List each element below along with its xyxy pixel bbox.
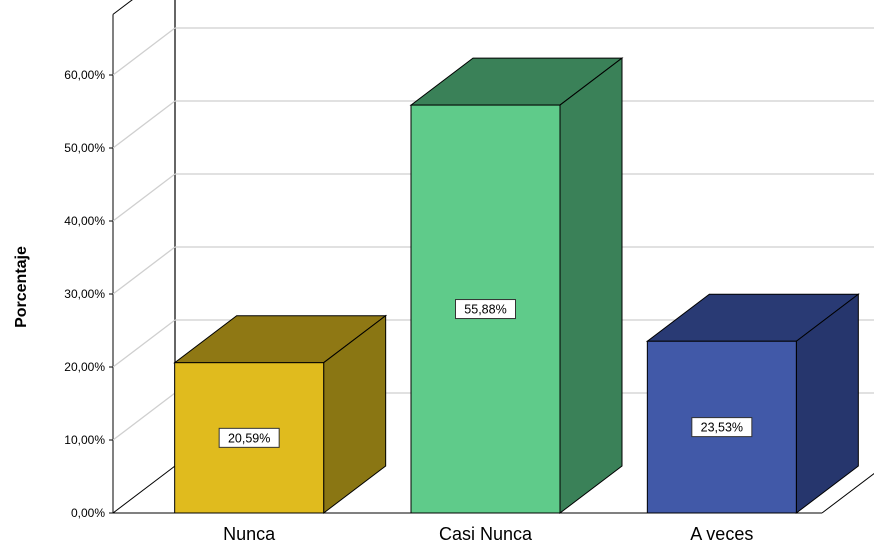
gridline-diagonal [112, 173, 176, 222]
data-label: 55,88% [464, 303, 506, 317]
gridline-diagonal [112, 319, 176, 368]
y-axis-ticks: 0,00% 10,00% 20,00% 30,00% 40,00% 50,00% 60,00… [64, 68, 113, 520]
gridline-diagonal [112, 392, 176, 441]
data-label-box [455, 299, 516, 320]
floor-left-edge [112, 465, 176, 514]
gridline-diagonal [112, 246, 176, 295]
y-tick-label: 40,00% [64, 214, 105, 228]
gridline-diagonal [112, 100, 176, 149]
y-tick-label: 20,00% [64, 360, 105, 374]
data-label-box [691, 417, 753, 438]
bar-side-face [559, 57, 623, 515]
y-tick-label: 50,00% [64, 141, 105, 155]
data-label-box [218, 427, 280, 448]
y-tick-label: 60,00% [64, 68, 105, 82]
side-wall-top-edge [112, 0, 133, 15]
x-axis-categories: Nunca Casi Nunca A veces [223, 524, 753, 544]
x-category-label: Nunca [223, 524, 276, 544]
y-tick-label: 30,00% [64, 287, 105, 301]
bars: 20,59% 55,88% 23,53% [173, 57, 860, 515]
y-tick-label: 0,00% [71, 506, 105, 520]
bar: 23,53% [645, 293, 860, 515]
data-label: 20,59% [228, 431, 270, 445]
data-label: 23,53% [701, 421, 743, 435]
x-category-label: Casi Nunca [439, 524, 533, 544]
bar: 20,59% [173, 314, 388, 515]
y-axis-label: Porcentaje [13, 246, 30, 328]
x-category-label: A veces [690, 524, 753, 544]
bar: 55,88% [409, 57, 624, 515]
y-tick-label: 10,00% [64, 433, 105, 447]
gridline-diagonal [112, 27, 176, 76]
